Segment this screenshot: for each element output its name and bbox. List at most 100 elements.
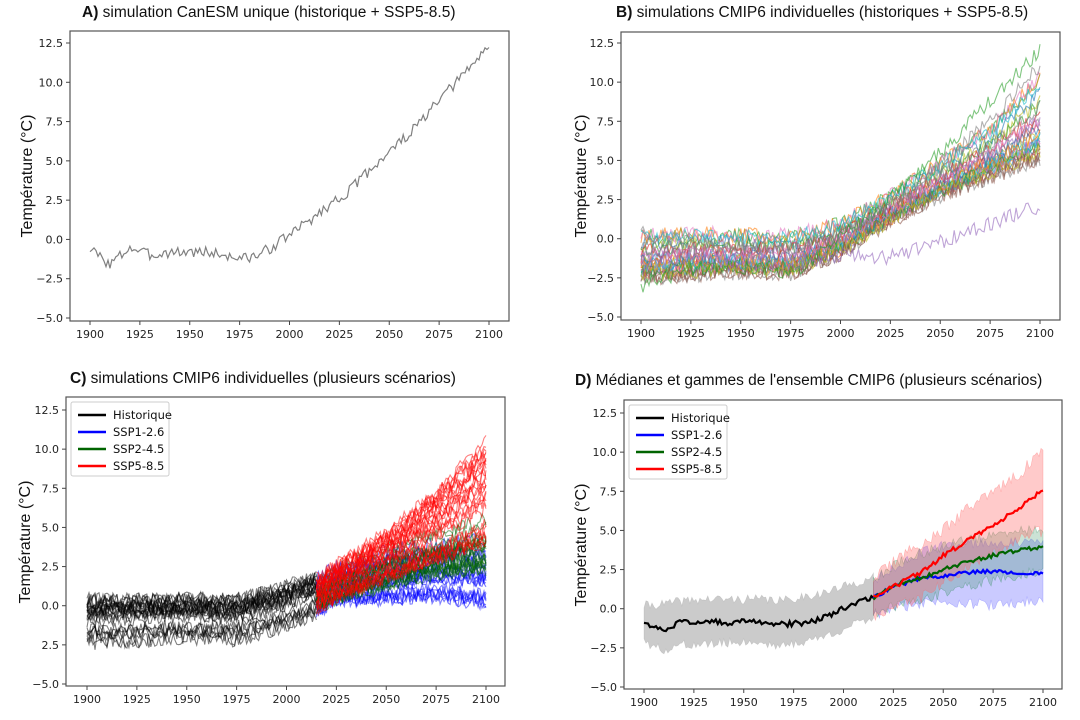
y-tick-label: 0.0: [46, 233, 64, 246]
y-tick-label: 7.5: [42, 482, 60, 495]
legend: Historique SSP1-2.6 SSP2-4.5 SSP5-8.5: [70, 401, 172, 477]
x-tick-label: 1925: [123, 693, 151, 706]
series-line-canesm: [89, 46, 490, 269]
panel-d-title: D) Médianes et gammes de l'ensemble CMIP…: [575, 372, 1043, 389]
x-tick-label: 1925: [677, 327, 705, 340]
y-tick-label: 0.0: [42, 600, 60, 613]
legend-box: [628, 404, 728, 480]
x-tick-label: 2100: [475, 328, 503, 341]
legend-label-ssp2-4.5: SSP2-4.5: [113, 442, 164, 456]
x-tick-label: 1975: [226, 328, 254, 341]
x-tick-label: 2025: [876, 327, 904, 340]
y-tick-label: −5.0: [32, 678, 59, 691]
plot-area: [640, 44, 1041, 293]
chart-panel-a: 1900 1925 1950 1975 2000 2025 2050 2075 2100 −5.0…: [19, 30, 510, 341]
scenario-line-ssp5-8.5: [315, 450, 487, 587]
legend-label-historique: Historique: [113, 408, 172, 422]
axes-frame: [69, 30, 510, 322]
y-tick-label: 0.0: [597, 233, 615, 246]
x-tick-label: 2000: [827, 327, 855, 340]
y-tick-label: 5.0: [42, 521, 60, 534]
x-tick-label: 1925: [126, 328, 154, 341]
y-tick-label: −5.0: [587, 311, 614, 324]
x-tick-label: 2100: [1029, 696, 1057, 709]
y-tick-label: 12.5: [590, 37, 615, 50]
scenario-line-historique: [86, 601, 317, 641]
y-tick-label: −2.5: [36, 273, 63, 286]
y-axis-label: Température (°C): [19, 115, 36, 238]
y-tick-label: 2.5: [42, 639, 60, 652]
x-tick-label: 1950: [173, 693, 201, 706]
y-tick-label: 7.5: [46, 116, 64, 129]
scenario-line-historique: [86, 572, 317, 608]
x-tick-label: 1950: [176, 328, 204, 341]
legend-label-ssp1-2.6: SSP1-2.6: [113, 425, 164, 439]
ensemble-member-line: [640, 116, 1041, 264]
legend-label-ssp2-4.5: SSP2-4.5: [671, 445, 722, 459]
x-tick-label: 2100: [1026, 327, 1054, 340]
y-tick-label: 2.5: [597, 194, 615, 207]
ensemble-member-line: [640, 129, 1041, 270]
x-tick-label: 1925: [680, 696, 708, 709]
x-tick-label: 1975: [223, 693, 251, 706]
y-tick-label: −2.5: [587, 272, 614, 285]
x-tick-label: 2050: [926, 327, 954, 340]
x-tick-label: 1975: [780, 696, 808, 709]
scenario-line-ssp1-2.6: [315, 588, 487, 616]
ensemble-outlier-line: [640, 65, 1041, 256]
median-line-historique: [643, 594, 875, 633]
y-tick-label: 5.0: [600, 524, 618, 537]
scenario-line-ssp5-8.5: [316, 435, 487, 584]
y-axis-label: Température (°C): [573, 484, 590, 607]
plot-area: [643, 447, 1044, 655]
x-tick-label: 2050: [929, 696, 957, 709]
y-tick-label: −2.5: [590, 642, 617, 655]
y-tick-label: 5.0: [46, 155, 64, 168]
y-axis-label: Température (°C): [17, 481, 34, 604]
x-tick-label: 2075: [422, 693, 450, 706]
scenario-line-historique: [86, 610, 317, 650]
scenario-line-ssp5-8.5: [315, 460, 487, 590]
y-tick-label: 10.0: [39, 76, 64, 89]
y-tick-label: 2.5: [600, 564, 618, 577]
panel-c-title: C) simulations CMIP6 individuelles (plus…: [70, 370, 456, 387]
scenario-line-ssp5-8.5: [315, 519, 487, 612]
scenario-line-historique: [86, 587, 317, 622]
scenario-line-ssp5-8.5: [315, 536, 487, 616]
x-tick-label: 2000: [276, 328, 304, 341]
x-tick-label: 1900: [627, 327, 655, 340]
y-tick-label: 0.0: [600, 603, 618, 616]
median-line-ssp5-8.5: [873, 489, 1044, 598]
range-band-ssp1-2.6: [873, 536, 1044, 620]
x-tick-label: 1950: [727, 327, 755, 340]
x-tick-label: 1900: [76, 328, 104, 341]
x-tick-label: 1950: [730, 696, 758, 709]
legend-label-ssp5-8.5: SSP5-8.5: [671, 462, 722, 476]
ensemble-member-line: [640, 88, 1040, 248]
chart-panel-d: 1900 1925 1950 1975 2000 2025 2050 2075 2100 −5.0…: [573, 399, 1063, 709]
y-tick-label: 12.5: [39, 37, 64, 50]
x-tick-label: 2075: [979, 696, 1007, 709]
x-tick-label: 2025: [325, 328, 353, 341]
y-tick-label: 10.0: [593, 446, 618, 459]
ensemble-outlier-line: [640, 202, 1041, 273]
chart-panel-b: 1900 1925 1950 1975 2000 2025 2050 2075 2100 −5.0…: [573, 31, 1061, 340]
scenario-line-ssp5-8.5: [315, 478, 487, 597]
y-tick-label: 7.5: [600, 485, 618, 498]
scenario-line-ssp5-8.5: [315, 468, 487, 597]
y-tick-label: −5.0: [36, 312, 63, 325]
legend-label-historique: Historique: [671, 411, 730, 425]
scenario-line-historique: [86, 576, 317, 615]
scenario-line-historique: [86, 584, 317, 625]
y-tick-label: 12.5: [593, 407, 618, 420]
x-tick-label: 2025: [322, 693, 350, 706]
x-tick-label: 2050: [375, 328, 403, 341]
y-tick-label: 12.5: [35, 404, 60, 417]
x-tick-label: 2075: [976, 327, 1004, 340]
axes-frame: [65, 396, 506, 687]
ensemble-member-line: [640, 145, 1041, 282]
y-tick-label: 2.5: [46, 194, 64, 207]
y-tick-label: 10.0: [35, 443, 60, 456]
panel-b-title: B) simulations CMIP6 individuelles (hist…: [616, 4, 1029, 21]
